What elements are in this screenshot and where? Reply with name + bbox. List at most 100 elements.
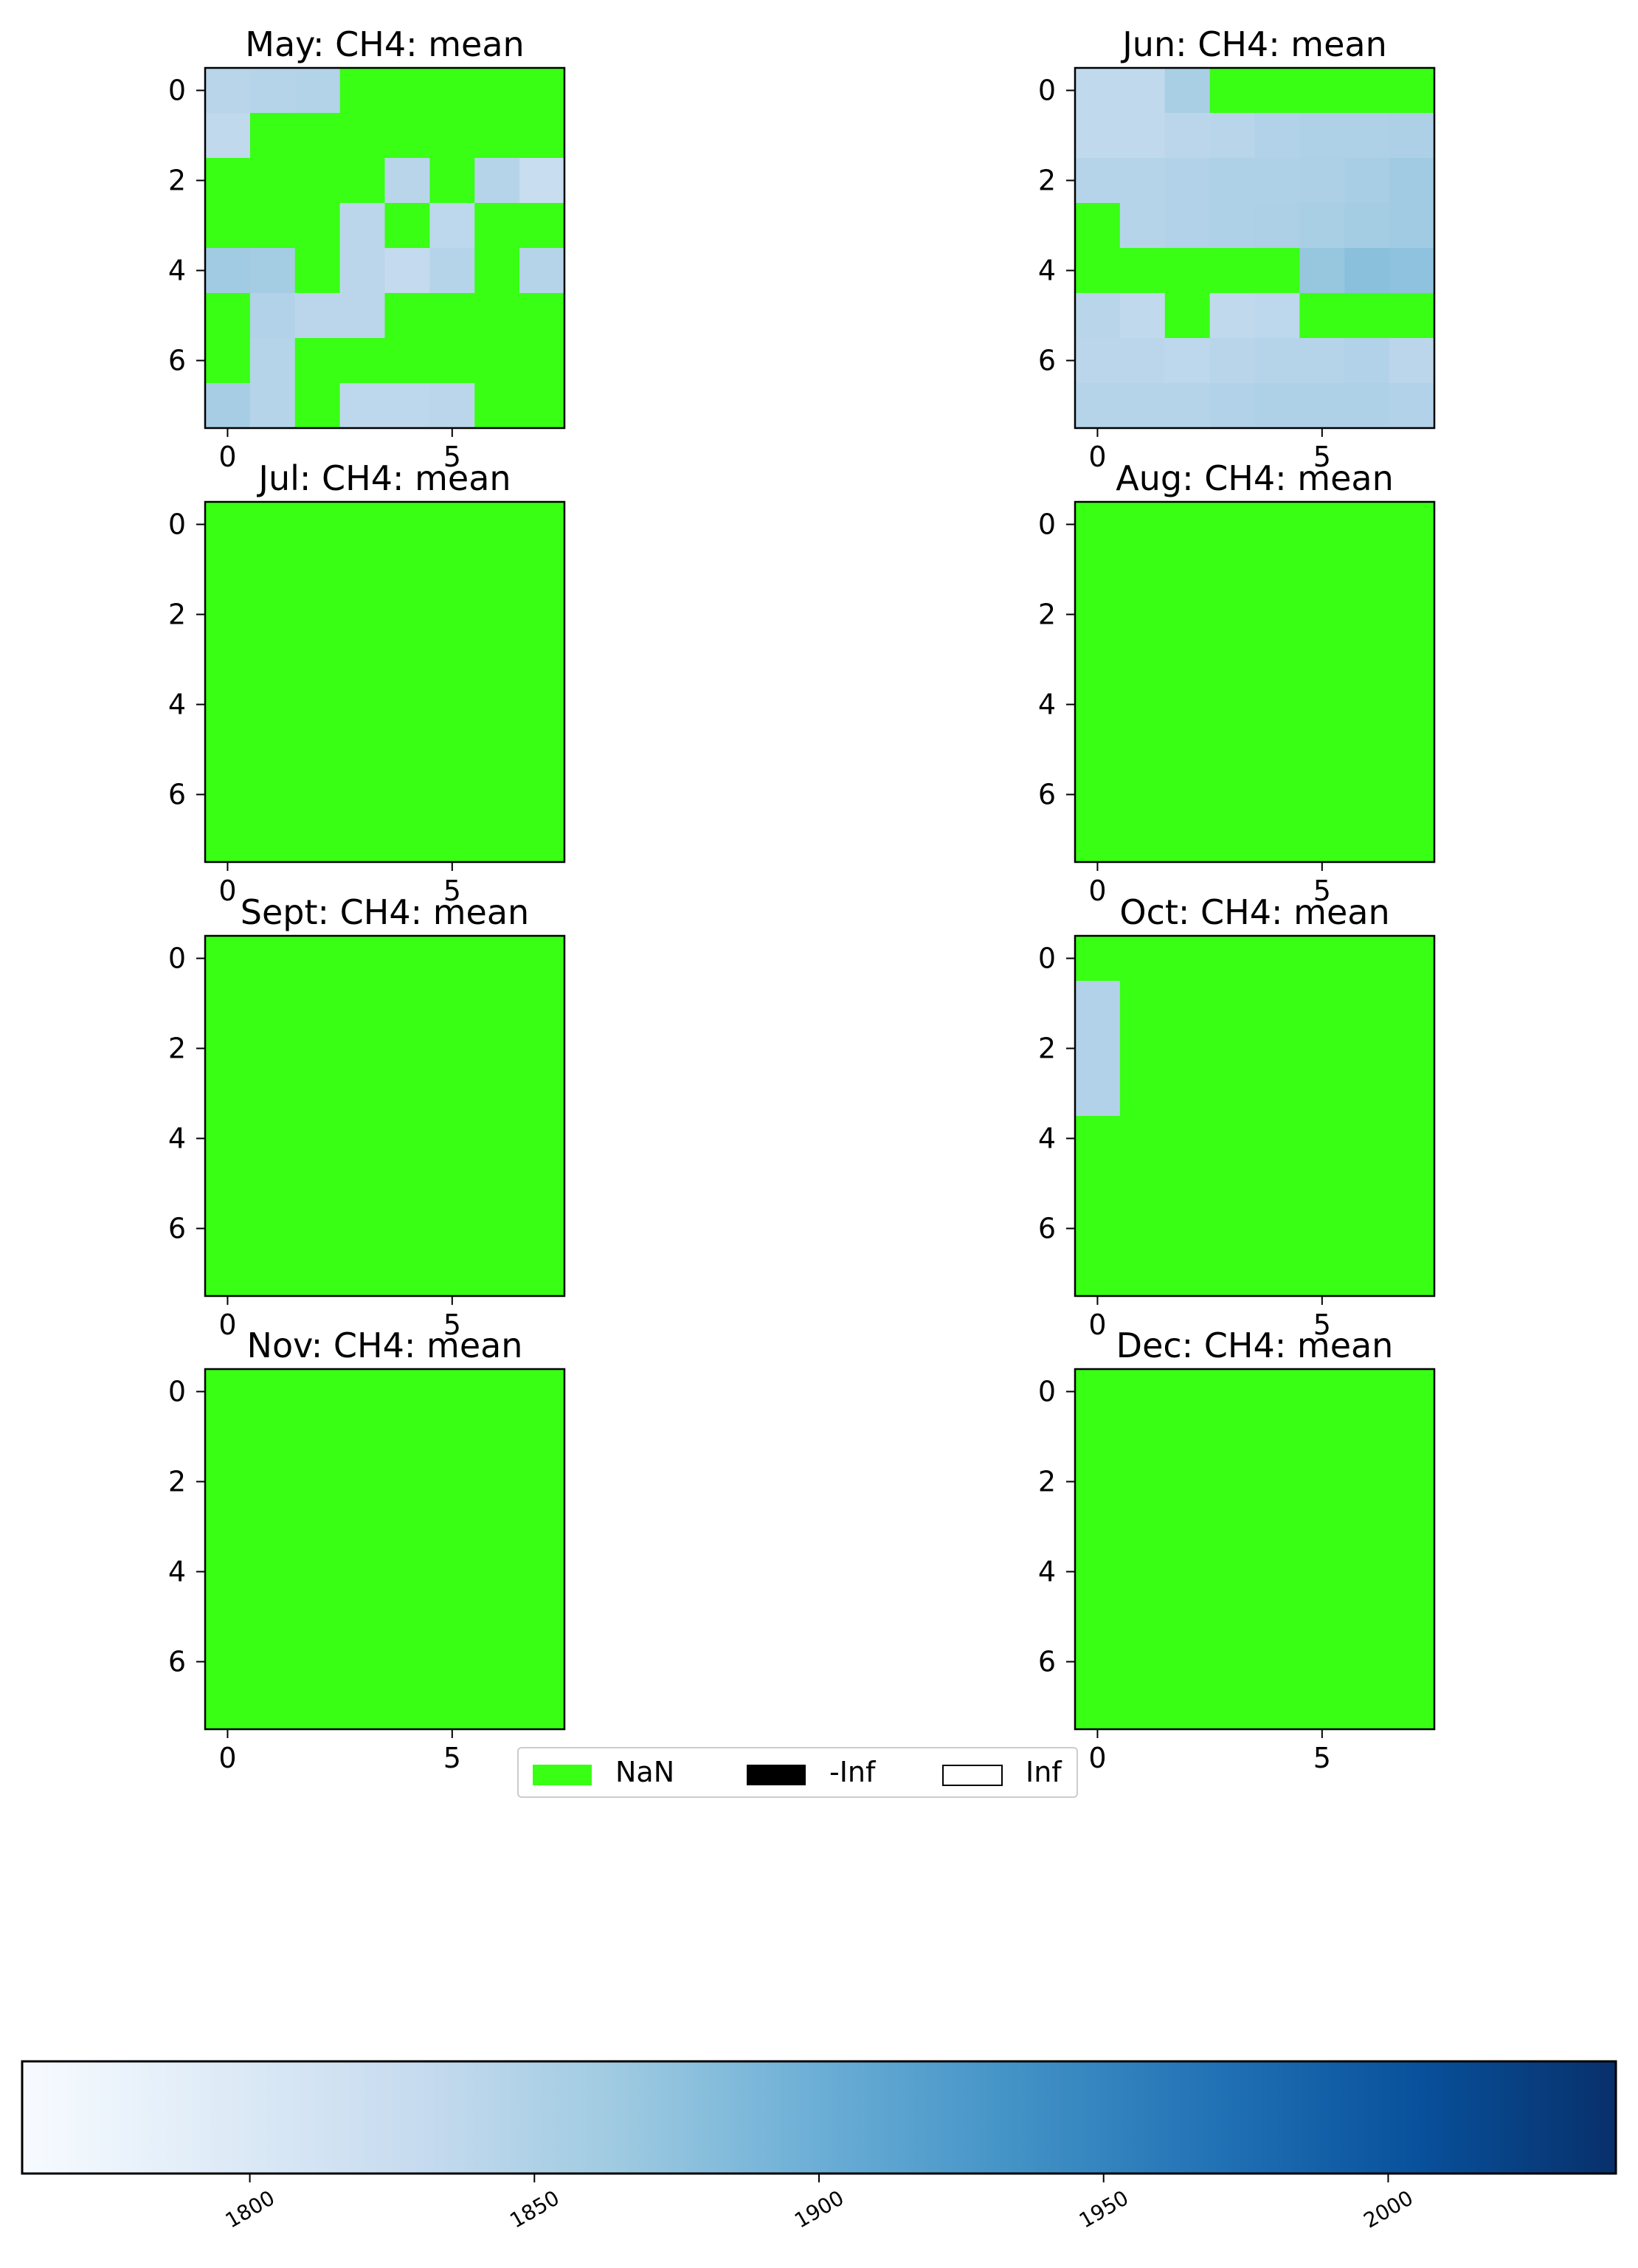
heatmap-cell [1299,592,1345,638]
heatmap-cell [1164,1414,1211,1460]
heatmap-cell [384,1369,430,1415]
heatmap-cell [1209,1206,1256,1252]
heatmap-cell [1299,203,1345,249]
heatmap-cell [1164,203,1211,249]
heatmap-cell [1164,1594,1211,1640]
heatmap-cell [1164,981,1211,1027]
heatmap-cell [474,1071,520,1117]
heatmap-title: Jun: CH4: mean [1120,24,1387,64]
heatmap-cell [294,1414,341,1460]
heatmap-cell [1209,1549,1256,1595]
heatmap-cell [1119,772,1166,818]
heatmap-cell [1209,1414,1256,1460]
heatmap-panel: Aug: CH4: mean 0 2 4 6 0 5 [1038,458,1436,907]
x-tick-label: 0 [1088,441,1106,473]
heatmap-cell [339,981,386,1027]
heatmap-cell [519,113,565,159]
heatmap-cell [1344,338,1390,384]
heatmap-cell [1164,637,1211,683]
heatmap-cell [474,502,520,548]
heatmap-cell [474,1026,520,1072]
heatmap-cell [1254,113,1300,159]
heatmap-cell [1209,772,1256,818]
heatmap-cell [1164,936,1211,982]
heatmap-cell [294,1504,341,1550]
heatmap-cell [474,1459,520,1505]
heatmap-cell [339,936,386,982]
heatmap-cell [1075,817,1121,863]
heatmap-title: Sept: CH4: mean [241,892,529,932]
heatmap-cell [1344,1026,1390,1072]
heatmap-cell [294,682,341,728]
heatmap-cell [1209,1161,1256,1207]
heatmap-cell [474,1504,520,1550]
heatmap-cell [294,1071,341,1117]
heatmap-cell [339,682,386,728]
heatmap-cell [1164,1026,1211,1072]
heatmap-cell [1209,1459,1256,1505]
y-tick-label: 0 [168,75,186,107]
heatmap-cell [339,1459,386,1505]
heatmap-cell [429,682,475,728]
heatmap-cell [474,248,520,294]
heatmap-cell [249,1504,296,1550]
heatmap-cell [249,1414,296,1460]
heatmap-cell [429,1071,475,1117]
heatmap-cell [1254,772,1300,818]
heatmap-cell [339,1549,386,1595]
heatmap-cell [1075,981,1121,1027]
y-tick-label: 4 [168,1556,186,1588]
heatmap-cell [294,158,341,204]
x-tick-label: 0 [218,1309,236,1341]
heatmap-cell [1075,203,1121,249]
y-tick-label: 6 [168,779,186,811]
heatmap-cell [1075,682,1121,728]
heatmap-cell [1299,981,1345,1027]
heatmap-cell [384,1594,430,1640]
heatmap-cell [1209,682,1256,728]
heatmap-cell [1209,1684,1256,1730]
heatmap-cell [519,547,565,593]
x-tick-label: 0 [218,1742,236,1774]
heatmap-cell [1344,637,1390,683]
heatmap-cell [384,1161,430,1207]
heatmap-cell [1075,1116,1121,1162]
heatmap-cell [384,981,430,1027]
heatmap-cell [519,383,565,429]
heatmap-cell [1119,1594,1166,1640]
heatmap-cell [1075,936,1121,982]
heatmap-cell [1344,1369,1390,1415]
heatmap-cell [384,1251,430,1297]
heatmap-cell [1209,203,1256,249]
heatmap-cell [249,772,296,818]
heatmap-cell [1254,981,1300,1027]
heatmap-cell [474,1369,520,1415]
y-tick-label: 4 [168,1123,186,1155]
heatmap-frame [1074,934,1436,1297]
heatmap-cell [1344,592,1390,638]
x-tick-label: 0 [1088,875,1106,907]
heatmap-cell [1164,682,1211,728]
heatmap-cell [1254,1594,1300,1640]
heatmap-cell [429,1549,475,1595]
heatmap-cell [1344,547,1390,593]
heatmap-cell [205,1459,251,1505]
heatmap-cell [474,1549,520,1595]
heatmap-cell [205,772,251,818]
heatmap-cell [474,383,520,429]
y-tick-label: 6 [168,345,186,377]
heatmap-cell [1209,936,1256,982]
heatmap-cell [1344,727,1390,773]
heatmap-cell [205,203,251,249]
heatmap-cell [1119,1414,1166,1460]
heatmap-cell [1299,1639,1345,1685]
heatmap-cell [205,1206,251,1252]
heatmap-cell [1164,1459,1211,1505]
heatmap-cell [429,1369,475,1415]
heatmap-cell [1299,1414,1345,1460]
x-tick-label: 5 [443,441,461,473]
heatmap-cell [519,817,565,863]
heatmap-frame [204,66,566,430]
heatmap-cell [249,68,296,114]
